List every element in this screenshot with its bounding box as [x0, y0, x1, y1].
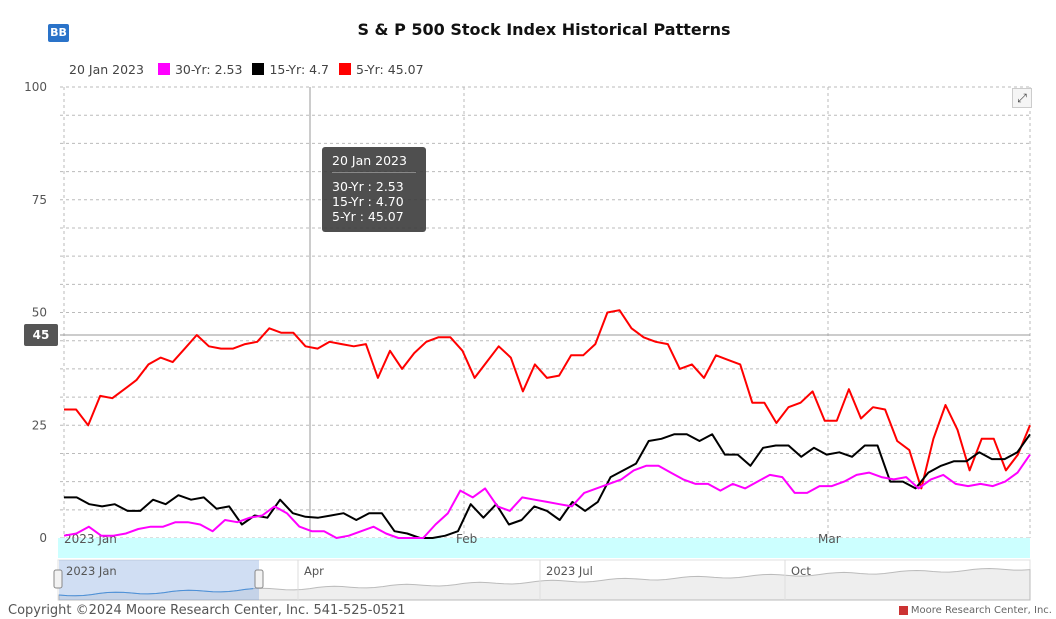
- y-axis: 0 25 50 75 100: [24, 80, 47, 545]
- series-line-5-yr: [64, 309, 1031, 490]
- legend-label-30yr: 30-Yr: 2.53: [174, 61, 243, 77]
- navigator-label: 2023 Jan: [66, 564, 117, 578]
- legend-swatch-15yr: [252, 63, 265, 75]
- navigator-selected-line: [58, 588, 254, 597]
- navigator-labels: 2023 Jan Apr 2023 Jul Oct: [66, 560, 811, 600]
- tooltip-line-30yr: 30-Yr : 2.53: [332, 179, 404, 194]
- legend-date: 20 Jan 2023: [69, 61, 144, 77]
- brand-credit[interactable]: Moore Research Center, Inc.: [898, 605, 1052, 616]
- tooltip-line-15yr: 15-Yr : 4.70: [332, 194, 404, 209]
- legend-item-30yr[interactable]: 30-Yr: 2.53: [157, 61, 243, 77]
- chart-title: S & P 500 Stock Index Historical Pattern…: [357, 20, 731, 39]
- navigator-label: Apr: [304, 564, 324, 578]
- navigator[interactable]: 2023 Jan Apr 2023 Jul Oct: [53, 559, 1031, 601]
- bb-logo: BB: [48, 24, 69, 42]
- legend-label-5yr: 5-Yr: 45.07: [356, 61, 424, 77]
- series-layer: [63, 309, 1031, 539]
- plot-background: [60, 87, 1030, 538]
- series-line-30-yr: [63, 454, 1031, 539]
- y-tick-label: 75: [32, 193, 47, 207]
- copyright-text: Copyright ©2024 Moore Research Center, I…: [8, 603, 406, 618]
- fullscreen-icon[interactable]: ⤢: [1012, 88, 1032, 108]
- y-tick-label: 50: [32, 306, 47, 320]
- x-tick-label: Feb: [456, 532, 477, 546]
- legend-swatch-5yr: [339, 63, 352, 75]
- navigator-label: Oct: [791, 564, 811, 578]
- brand-credit-label: Moore Research Center, Inc.: [910, 605, 1052, 616]
- crosshair-y-label: 45: [24, 324, 58, 346]
- series-line-15-yr: [64, 433, 1031, 539]
- navigator-handle-left[interactable]: [53, 569, 63, 589]
- legend: 20 Jan 2023 30-Yr: 2.53 15-Yr: 4.7 5-Yr:…: [69, 60, 434, 78]
- y-tick-label: 0: [39, 531, 47, 545]
- legend-swatch-30yr: [157, 63, 170, 75]
- y-tick-label: 25: [32, 418, 47, 432]
- legend-label-15yr: 15-Yr: 4.7: [269, 61, 330, 77]
- x-axis-band: [58, 538, 1030, 558]
- legend-item-15yr[interactable]: 15-Yr: 4.7: [252, 62, 329, 77]
- tooltip-date: 20 Jan 2023: [332, 153, 416, 173]
- legend-item-5yr[interactable]: 5-Yr: 45.07: [339, 62, 424, 77]
- tooltip: 20 Jan 2023 30-Yr : 2.53 15-Yr : 4.70 5-…: [322, 147, 426, 232]
- y-tick-label: 100: [24, 80, 47, 94]
- x-tick-label: Mar: [818, 532, 841, 546]
- tooltip-line-5yr: 5-Yr : 45.07: [332, 209, 404, 224]
- navigator-label: 2023 Jul: [546, 564, 593, 578]
- navigator-handle-right[interactable]: [254, 569, 264, 589]
- brand-logo-icon: [898, 606, 908, 615]
